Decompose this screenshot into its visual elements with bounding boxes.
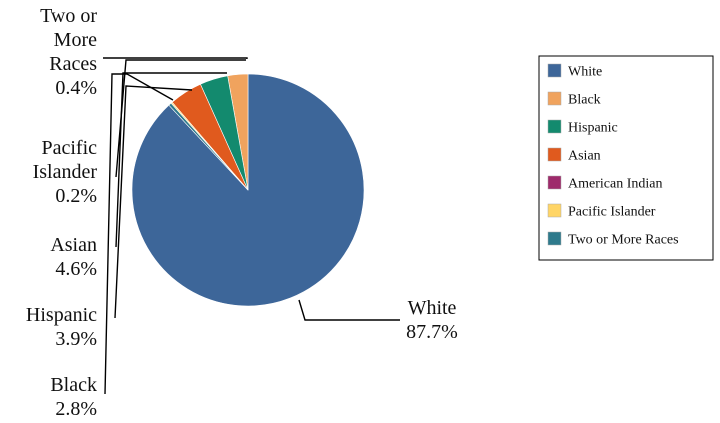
data-label-white: White 87.7% [406, 297, 458, 343]
legend-swatch-black [547, 91, 562, 106]
legend-swatch-hispanic [547, 119, 562, 134]
data-label-two-or-more-races: Two or More Races 0.4% [40, 5, 97, 99]
leader-line-asian [115, 72, 227, 248]
legend-swatch-white [547, 63, 562, 78]
legend-label-american-indian: American Indian [568, 177, 662, 192]
leader-line-white [298, 299, 400, 321]
data-label-line: Hispanic [26, 304, 97, 326]
data-label-line: Asian [50, 234, 97, 256]
data-label-line: Pacific [41, 137, 97, 159]
data-label-line: 0.2% [55, 185, 97, 207]
leader-lines [103, 57, 400, 395]
legend: White Black Hispanic Asian American Indian Pa… [538, 55, 714, 261]
legend-label-white: White [568, 65, 602, 80]
legend-label-asian: Asian [568, 149, 601, 164]
legend-label-pacific-islander: Pacific Islander [568, 205, 656, 220]
data-label-line: 2.8% [55, 398, 97, 420]
data-label-line: White [408, 297, 457, 319]
data-label-hispanic: Hispanic 3.9% [26, 304, 97, 350]
data-label-line: 0.4% [55, 77, 97, 99]
legend-label-hispanic: Hispanic [568, 121, 618, 136]
data-label-line: Two or [40, 5, 97, 27]
leader-line-two-or-more-races [103, 57, 248, 59]
leader-line-pacific-islander [115, 59, 246, 178]
legend-label-two-or-more-races: Two or More Races [568, 233, 679, 248]
data-label-black: Black 2.8% [50, 374, 97, 420]
data-label-line: More [54, 29, 97, 51]
legend-box [538, 55, 714, 261]
legend-swatch-two-or-more-races [547, 231, 562, 246]
data-label-line: Races [49, 53, 97, 75]
legend-swatch-pacific-islander [547, 203, 562, 218]
data-label-pacific-islander: Pacific Islander 0.2% [33, 137, 98, 207]
pie-slices [131, 73, 365, 307]
pie-slice-two-or-more-races [168, 102, 249, 191]
legend-swatch-asian [547, 147, 562, 162]
legend-label-black: Black [568, 93, 601, 108]
data-label-line: Islander [33, 161, 98, 183]
legend-swatch-american-indian [547, 175, 562, 190]
leader-line-hispanic [114, 85, 193, 319]
data-label-line: 3.9% [55, 328, 97, 350]
data-label-line: 87.7% [406, 321, 458, 343]
data-labels: White 87.7% Black 2.8% Hispanic 3.9% Asian 4.6%… [26, 5, 458, 420]
data-label-line: 4.6% [55, 258, 97, 280]
data-label-asian: Asian 4.6% [50, 234, 97, 280]
data-label-line: Black [50, 374, 97, 396]
